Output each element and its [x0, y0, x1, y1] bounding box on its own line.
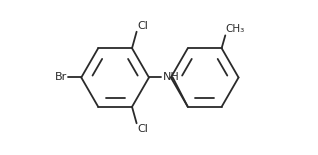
Text: CH₃: CH₃ — [226, 24, 245, 34]
Text: NH: NH — [163, 73, 179, 82]
Text: Cl: Cl — [137, 124, 149, 134]
Text: Br: Br — [55, 73, 67, 82]
Text: Cl: Cl — [137, 21, 149, 31]
